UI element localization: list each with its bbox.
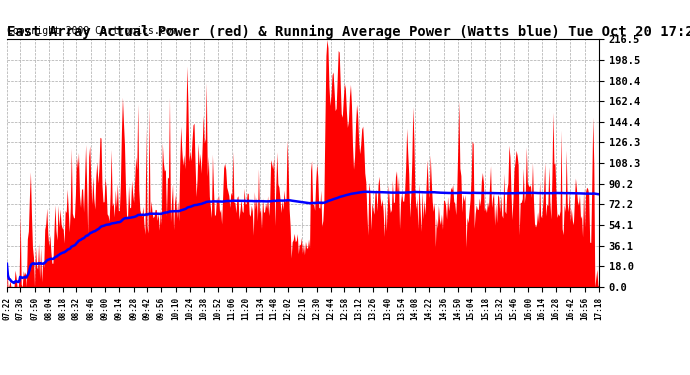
Text: Copyright 2009 Cartronics.com: Copyright 2009 Cartronics.com	[7, 26, 177, 36]
Text: East Array Actual Power (red) & Running Average Power (Watts blue) Tue Oct 20 17: East Array Actual Power (red) & Running …	[7, 25, 690, 39]
